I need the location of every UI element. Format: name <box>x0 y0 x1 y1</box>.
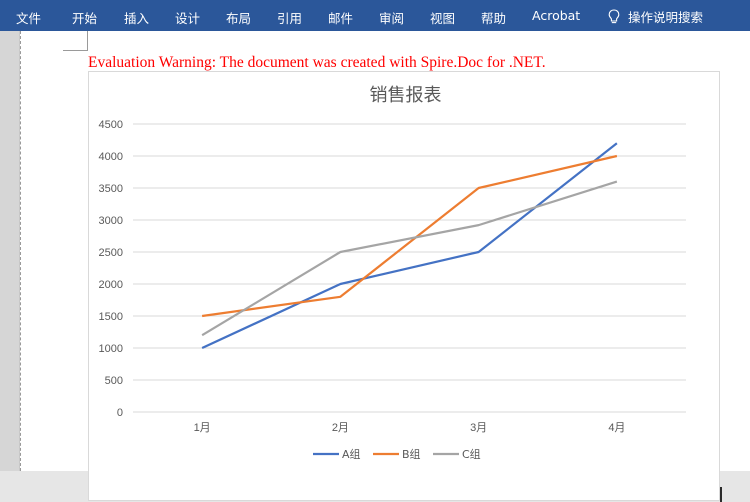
y-tick-label: 3000 <box>99 215 123 227</box>
chart-frame[interactable]: 销售报表 0 500 1000 1500 2000 2500 3000 3500 4000 4500… <box>88 71 720 501</box>
y-tick-label: 500 <box>105 375 123 387</box>
tab-file[interactable]: 文件 <box>16 11 42 26</box>
tab-acrobat[interactable]: Acrobat <box>532 8 581 23</box>
tab-review[interactable]: 审阅 <box>379 11 405 26</box>
tell-me-label: 操作说明搜索 <box>628 10 704 25</box>
tab-design[interactable]: 设计 <box>175 11 201 26</box>
y-tick-label: 4500 <box>99 119 123 131</box>
y-tick-label: 4000 <box>99 151 123 163</box>
y-tick-label: 2000 <box>99 279 123 291</box>
line-chart: 销售报表 0 500 1000 1500 2000 2500 3000 3500 4000 4500… <box>99 85 686 461</box>
document-page[interactable]: Evaluation Warning: The document was cre… <box>20 31 750 502</box>
evaluation-warning: Evaluation Warning: The document was cre… <box>88 54 546 71</box>
lightbulb-icon <box>608 8 620 25</box>
tab-layout[interactable]: 布局 <box>226 11 252 26</box>
x-tick-label: 1月 <box>194 422 211 434</box>
crop-mark <box>63 31 88 51</box>
scroll-edge <box>720 487 722 502</box>
ribbon-bar: 文件 开始 插入 设计 布局 引用 邮件 审阅 视图 帮助 Acrobat 操作… <box>0 0 750 31</box>
series-line-2 <box>201 154 618 318</box>
legend-label-1: A组 <box>342 447 361 461</box>
series-line-3 <box>201 180 618 337</box>
tell-me-search[interactable]: 操作说明搜索 <box>608 7 703 26</box>
tab-references[interactable]: 引用 <box>277 11 303 26</box>
tab-home[interactable]: 开始 <box>72 11 98 26</box>
legend-label-3: C组 <box>462 447 481 461</box>
x-tick-label: 2月 <box>332 422 349 434</box>
chart-title: 销售报表 <box>370 85 442 106</box>
tab-mailings[interactable]: 邮件 <box>328 11 354 26</box>
x-tick-label: 4月 <box>608 422 625 434</box>
y-tick-label: 3500 <box>99 183 123 195</box>
tab-view[interactable]: 视图 <box>430 11 456 26</box>
legend-label-2: B组 <box>402 447 421 461</box>
y-tick-label: 1000 <box>99 343 123 355</box>
tab-help[interactable]: 帮助 <box>481 11 507 26</box>
y-tick-label: 1500 <box>99 311 123 323</box>
tab-insert[interactable]: 插入 <box>124 11 150 26</box>
series-line-1 <box>201 142 618 349</box>
y-tick-label: 0 <box>117 407 123 419</box>
left-ruler <box>0 31 20 471</box>
y-tick-label: 2500 <box>99 247 123 259</box>
x-tick-label: 3月 <box>470 422 487 434</box>
